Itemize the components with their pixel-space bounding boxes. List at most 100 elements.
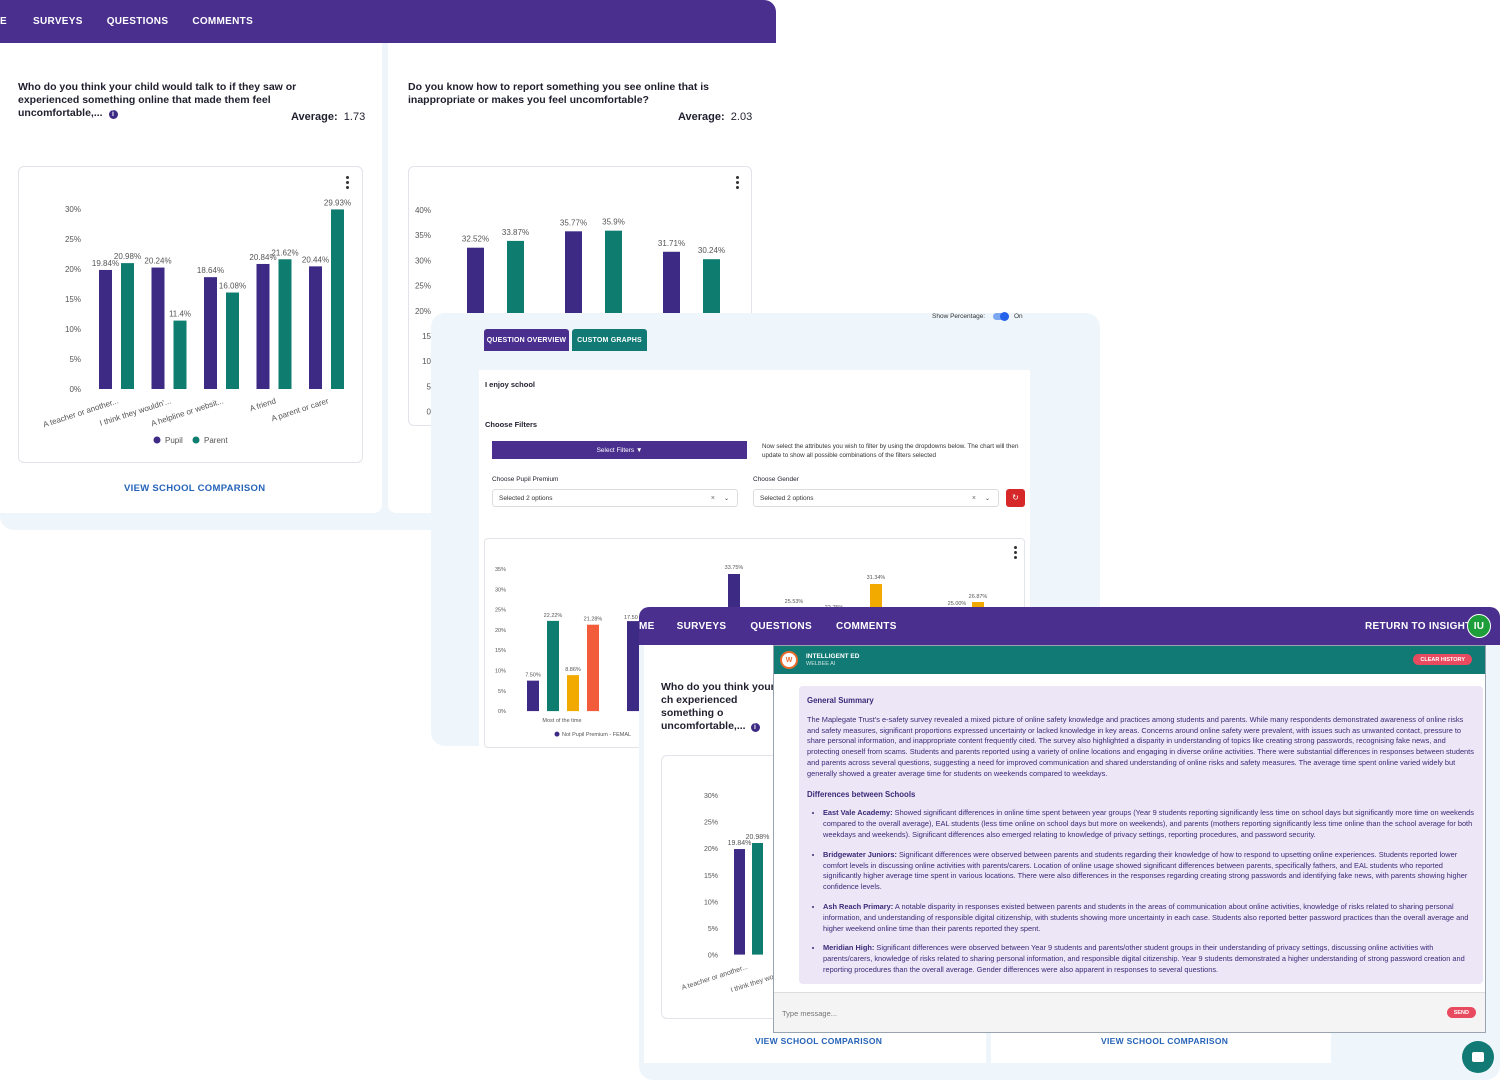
y-tick-label: 15% bbox=[495, 648, 506, 654]
nav-surveys-2[interactable]: SURVEYS bbox=[676, 620, 727, 632]
legend-marker bbox=[192, 436, 200, 444]
nav-questions-2[interactable]: QUESTIONS bbox=[750, 620, 812, 632]
bar bbox=[278, 259, 292, 389]
legend-label: Parent bbox=[204, 436, 228, 445]
data-label: 35.77% bbox=[560, 218, 587, 227]
bar bbox=[752, 842, 763, 955]
choose-filters-heading: Choose Filters bbox=[485, 420, 538, 429]
data-label: 18.64% bbox=[197, 266, 224, 275]
data-label: 21.62% bbox=[271, 248, 298, 257]
y-tick-label: 20% bbox=[415, 307, 431, 316]
clear-icon[interactable]: × bbox=[710, 494, 715, 502]
data-label: 19.84% bbox=[92, 259, 119, 268]
y-tick-label: 15% bbox=[65, 295, 81, 304]
return-to-insights-link[interactable]: RETURN TO INSIGHTS bbox=[1365, 620, 1479, 632]
chat-input-row: SEND bbox=[774, 992, 1485, 1032]
bar bbox=[173, 320, 187, 389]
nav-surveys[interactable]: SURVEYS bbox=[32, 16, 83, 27]
bar bbox=[547, 620, 559, 712]
chevron-down-icon[interactable]: ⌄ bbox=[984, 495, 990, 502]
ai-summary-message: General Summary The Maplegate Trust's e-… bbox=[799, 686, 1483, 984]
data-label: 16.08% bbox=[219, 282, 246, 291]
welbee-logo-icon: W bbox=[780, 651, 798, 669]
nav-home-partial-2[interactable]: ME bbox=[639, 620, 655, 632]
data-label: 22.22% bbox=[544, 613, 563, 619]
pupil-premium-select[interactable]: Selected 2 options × ⌄ bbox=[492, 489, 738, 507]
data-label: 25.53% bbox=[785, 599, 804, 605]
message-input[interactable] bbox=[782, 1005, 1382, 1021]
reset-filters-button[interactable]: ↻ bbox=[1006, 489, 1025, 507]
y-tick-label: 30% bbox=[415, 256, 431, 265]
bar-chart-3: 35% 30% 25% 20% 15% 10% 5% 0% 7.50% 22.22% 8.86% 21… bbox=[495, 565, 987, 738]
nav-comments-2[interactable]: COMMENTS bbox=[835, 620, 897, 632]
data-label: 8.86% bbox=[565, 667, 581, 673]
y-tick-label: 25% bbox=[415, 282, 431, 291]
background-window: E SURVEYS QUESTIONS COMMENTS Who do you … bbox=[0, 0, 776, 530]
data-label: 11.4% bbox=[169, 310, 191, 319]
y-tick-label: 35% bbox=[415, 231, 431, 240]
info-icon[interactable]: i bbox=[108, 110, 118, 119]
chart-menu-icon[interactable] bbox=[346, 176, 349, 191]
legend-label: Not Pupil Premium - FEMAL bbox=[562, 732, 631, 738]
tab-question-overview[interactable]: QUESTION OVERVIEW bbox=[484, 329, 569, 351]
clear-icon[interactable]: × bbox=[971, 494, 976, 502]
view-school-comparison-link-3[interactable]: VIEW SCHOOL COMPARISON bbox=[1101, 1036, 1229, 1046]
chevron-down-icon[interactable]: ⌄ bbox=[723, 495, 729, 502]
filter-help-text: Now select the attributes you wish to fi… bbox=[762, 443, 1019, 459]
chart-menu-icon-3[interactable] bbox=[1014, 546, 1017, 561]
assistant-subtitle: WELBEE AI bbox=[806, 661, 836, 667]
legend-label: Pupil bbox=[165, 436, 183, 445]
bar bbox=[121, 263, 134, 389]
chart-menu-icon-2[interactable] bbox=[736, 176, 739, 191]
data-label: 20.44% bbox=[302, 255, 329, 264]
clear-history-button[interactable]: CLEAR HISTORY bbox=[1413, 654, 1472, 665]
top-nav-2: ME SURVEYS QUESTIONS COMMENTS RETURN TO … bbox=[639, 607, 1500, 645]
select-filters-button[interactable]: Select Filters ▼ bbox=[492, 441, 747, 459]
show-percentage-state: On bbox=[1014, 313, 1023, 320]
question-title-4: Who do you think your ch experienced som… bbox=[661, 681, 775, 732]
legend-marker bbox=[153, 436, 161, 444]
x-tick-label: I think they wo bbox=[730, 974, 775, 995]
average-score-2: Average: 2.03 bbox=[678, 111, 753, 123]
bar bbox=[204, 277, 217, 389]
toggle-knob bbox=[1000, 312, 1009, 321]
y-tick-label: 25% bbox=[495, 608, 506, 614]
ai-chat-header: W INTELLIGENT ED WELBEE AI CLEAR HISTORY bbox=[774, 646, 1485, 674]
view-school-comparison-link[interactable]: VIEW SCHOOL COMPARISON bbox=[124, 483, 266, 494]
nav-home-partial[interactable]: E bbox=[0, 16, 7, 27]
average-score: Average: 1.73 bbox=[291, 111, 366, 123]
bar bbox=[734, 849, 745, 955]
y-tick-label: 15 bbox=[422, 332, 431, 341]
data-label: 20.98% bbox=[114, 252, 141, 261]
info-icon[interactable]: i bbox=[750, 723, 760, 732]
bar bbox=[728, 574, 740, 614]
view-school-comparison-link-2[interactable]: VIEW SCHOOL COMPARISON bbox=[755, 1036, 883, 1046]
y-tick-label: 0% bbox=[69, 385, 81, 394]
bar bbox=[226, 292, 239, 389]
chat-icon bbox=[1472, 1052, 1484, 1062]
y-tick-label: 10% bbox=[495, 669, 506, 675]
y-tick-label: 30% bbox=[704, 793, 718, 800]
show-percentage-toggle[interactable] bbox=[993, 312, 1009, 321]
avatar[interactable]: IU bbox=[1467, 614, 1491, 638]
gender-select[interactable]: Selected 2 options × ⌄ bbox=[753, 489, 999, 507]
data-label: 7.50% bbox=[525, 673, 541, 679]
question-card-1: Who do you think your child would talk t… bbox=[0, 43, 382, 513]
y-tick-label: 20% bbox=[495, 628, 506, 634]
question-label: I enjoy school bbox=[485, 380, 536, 389]
question-title: Who do you think your child would talk t… bbox=[18, 81, 297, 119]
nav-comments[interactable]: COMMENTS bbox=[192, 16, 254, 27]
bar bbox=[309, 266, 322, 389]
send-button[interactable]: SEND bbox=[1446, 1007, 1476, 1018]
top-nav: E SURVEYS QUESTIONS COMMENTS bbox=[0, 0, 776, 43]
tab-custom-graphs[interactable]: CUSTOM GRAPHS bbox=[572, 329, 647, 351]
differences-heading: Differences between Schools bbox=[807, 789, 916, 799]
bar bbox=[627, 621, 639, 712]
bar-chart-1: 0%5%10%15%20%25%30%19.84%20.98%A teacher… bbox=[42, 198, 351, 445]
y-tick-label: 15% bbox=[704, 873, 718, 880]
y-tick-label: 5% bbox=[708, 926, 718, 933]
nav-questions[interactable]: QUESTIONS bbox=[106, 16, 169, 27]
data-label: 31.34% bbox=[867, 575, 886, 581]
y-tick-label: 5% bbox=[69, 355, 81, 364]
chat-launcher-button[interactable] bbox=[1462, 1041, 1494, 1073]
